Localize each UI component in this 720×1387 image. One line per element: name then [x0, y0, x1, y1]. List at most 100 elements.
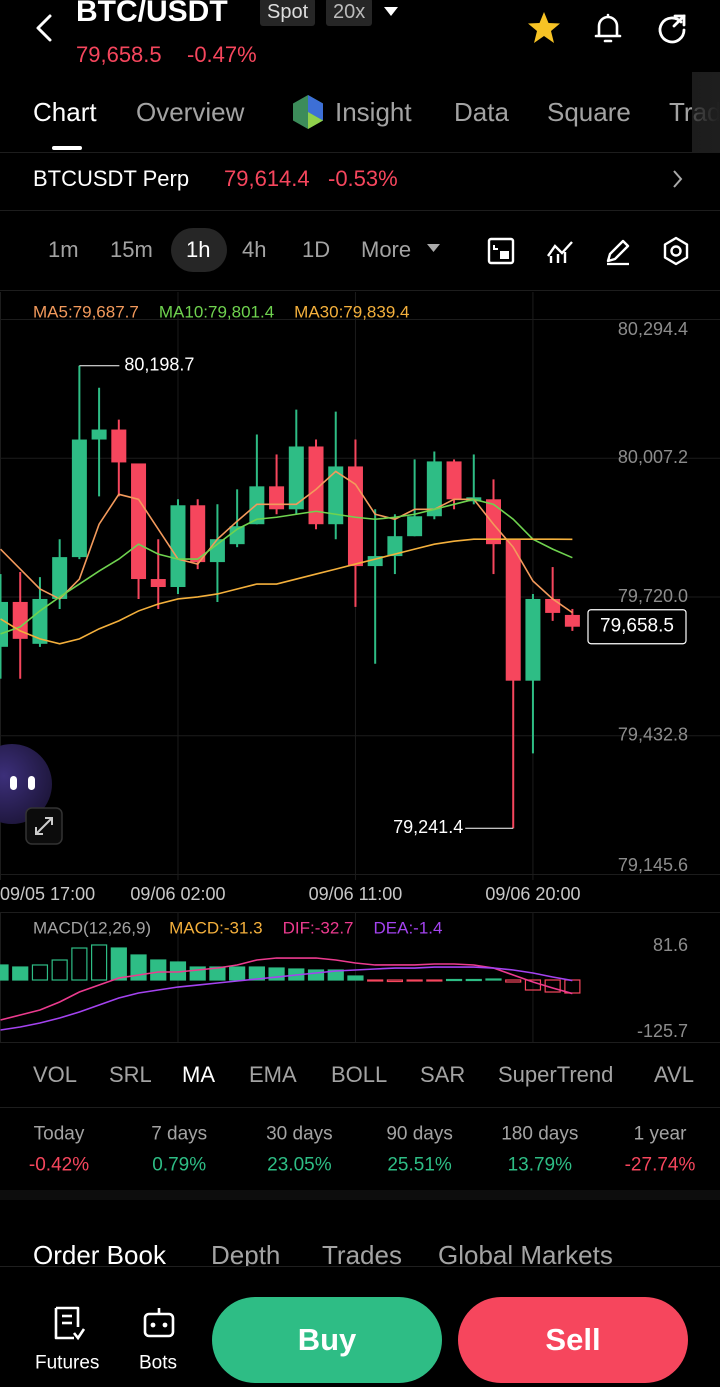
macd-line [0, 957, 573, 1021]
divider [0, 1190, 720, 1200]
macd-bar [445, 978, 463, 982]
tab[interactable]: Data [454, 97, 509, 127]
indicator[interactable]: VOL [33, 1062, 78, 1087]
macd-bar [71, 947, 88, 981]
tab[interactable]: Square [547, 97, 631, 127]
back-button[interactable] [28, 12, 58, 44]
tool-icon[interactable] [486, 236, 516, 266]
timeframe[interactable]: 15m [110, 237, 153, 262]
candle-body [328, 466, 344, 525]
candle-body [387, 536, 403, 557]
y-tick-label: 79,145.6 [618, 855, 688, 875]
alert-icon[interactable] [592, 12, 624, 46]
nav-label[interactable]: Futures [35, 1352, 100, 1374]
candle-body [131, 463, 147, 580]
candle-body [150, 579, 166, 588]
ma-line [0, 498, 573, 635]
ma-line [0, 538, 573, 645]
timeframe[interactable]: 4h [242, 237, 267, 262]
indicator[interactable]: AVL [654, 1062, 694, 1087]
perp-name[interactable]: BTCUSDT Perp [33, 166, 190, 191]
order-tab[interactable]: Trades [322, 1240, 402, 1270]
timeframe[interactable]: More [361, 237, 412, 262]
candle-body [32, 598, 48, 644]
tab-fade [692, 72, 720, 152]
tool-icon[interactable] [545, 236, 575, 266]
y-tick-label: 79,432.8 [618, 725, 688, 745]
buy-button[interactable]: Buy [212, 1297, 442, 1383]
indicator[interactable]: SRL [109, 1062, 152, 1087]
candle-body [170, 505, 186, 588]
period-label: Today [33, 1123, 85, 1145]
chevron[interactable] [670, 168, 686, 190]
candle-body [269, 486, 285, 510]
annotation-label: 79,241.4 [393, 817, 463, 837]
macd-bar [31, 964, 49, 981]
order-tab[interactable]: Depth [211, 1240, 281, 1270]
tab-indicator [52, 146, 82, 150]
period-label: 7 days [151, 1123, 208, 1145]
badge: 20x [326, 0, 373, 26]
futures-icon[interactable] [52, 1305, 86, 1341]
tab[interactable]: Chart [33, 97, 97, 127]
y-tick-label: -125.7 [637, 1021, 688, 1041]
y-tick-label: 80,294.4 [618, 319, 688, 339]
macd-bar [150, 959, 167, 981]
candle-body [229, 526, 245, 545]
timeframe[interactable]: 1m [48, 237, 79, 262]
indicator[interactable]: SAR [420, 1062, 466, 1087]
macd-bar [347, 975, 364, 981]
macd-bar [564, 979, 581, 994]
period-value: 25.51% [387, 1154, 452, 1176]
candle-body [288, 446, 304, 510]
macd-bar [51, 959, 68, 981]
indicator[interactable]: EMA [249, 1062, 297, 1087]
divider [0, 912, 720, 913]
assistant-bubble[interactable] [0, 742, 56, 828]
dropdown-icon [427, 244, 440, 252]
period-label: 180 days [501, 1123, 579, 1145]
indicator[interactable]: MA [182, 1062, 215, 1087]
indicator[interactable]: SuperTrend [498, 1062, 614, 1087]
macd-bar [268, 967, 285, 981]
legend-entry: MA30:79,839.4 [294, 302, 409, 321]
badge: Spot [260, 0, 316, 26]
legend-entry: DIF:-32.7 [283, 918, 354, 937]
settings-icon[interactable] [661, 236, 691, 266]
bots-icon[interactable] [141, 1306, 177, 1340]
period-value: 23.05% [267, 1154, 332, 1176]
timeframe[interactable]: 1D [302, 237, 331, 262]
macd-bar [248, 966, 265, 981]
tool-icon[interactable] [603, 236, 633, 266]
candle-body [12, 601, 28, 639]
pair-title[interactable]: BTC/USDT [76, 0, 228, 28]
period-value: 13.79% [507, 1154, 573, 1176]
favorite-icon[interactable] [526, 11, 562, 45]
divider [0, 152, 720, 153]
macd-bar [307, 969, 325, 981]
tab[interactable]: Overview [136, 97, 245, 127]
dropdown-icon[interactable] [383, 5, 401, 19]
price-change: -0.47% [187, 42, 257, 67]
legend-entry: MA5:79,687.7 [33, 302, 139, 321]
macd-bar [229, 966, 246, 981]
timeframe[interactable]: 1h [186, 237, 211, 262]
macd-bar [465, 978, 482, 982]
sell-button[interactable]: Sell [458, 1297, 688, 1383]
indicator[interactable]: BOLL [331, 1062, 388, 1087]
order-tab[interactable]: Order Book [33, 1240, 166, 1270]
x-tick-label: 09/06 02:00 [130, 884, 225, 904]
macd-bar [426, 979, 443, 982]
candle-body [564, 614, 580, 627]
tab[interactable]: Insight [335, 97, 412, 127]
order-tab[interactable]: Global Markets [438, 1240, 613, 1270]
share-icon[interactable] [655, 12, 689, 46]
last-price-box [587, 609, 687, 645]
candle-body [0, 601, 8, 647]
candle-body [426, 461, 442, 517]
candle-body [486, 499, 501, 545]
expand-button[interactable] [24, 806, 64, 846]
nav-label[interactable]: Bots [139, 1352, 178, 1374]
macd-bar [485, 978, 502, 981]
timeframe-selected-bg [171, 228, 227, 272]
